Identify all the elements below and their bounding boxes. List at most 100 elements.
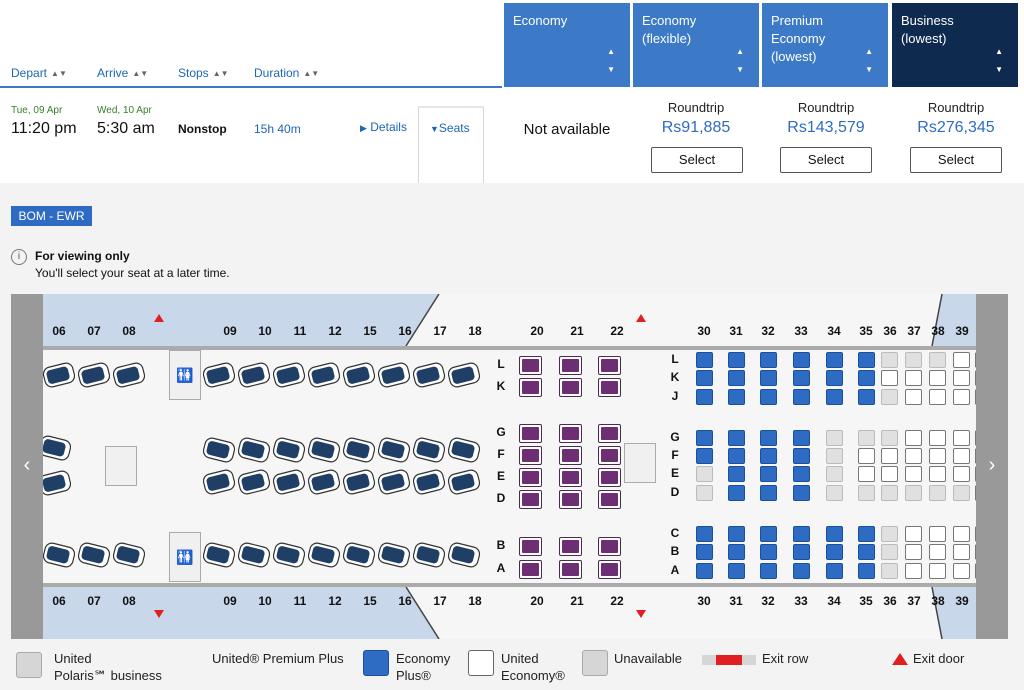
economy-plus-seat[interactable] bbox=[760, 485, 777, 501]
polaris-seat[interactable] bbox=[343, 362, 375, 388]
polaris-seat[interactable] bbox=[448, 362, 480, 388]
premium-plus-seat[interactable] bbox=[598, 424, 621, 443]
economy-plus-seat[interactable] bbox=[793, 448, 810, 464]
economy-plus-seat[interactable] bbox=[793, 563, 810, 579]
premium-plus-seat[interactable] bbox=[519, 468, 542, 487]
polaris-seat[interactable] bbox=[273, 469, 305, 495]
economy-plus-seat[interactable] bbox=[696, 352, 713, 368]
premium-plus-seat[interactable] bbox=[559, 424, 582, 443]
sort-stops[interactable]: Stops ▲▼ bbox=[178, 66, 229, 80]
economy-plus-seat[interactable] bbox=[826, 389, 843, 405]
polaris-seat[interactable] bbox=[203, 362, 235, 388]
economy-plus-seat[interactable] bbox=[728, 430, 745, 446]
premium-plus-seat[interactable] bbox=[598, 468, 621, 487]
polaris-seat[interactable] bbox=[113, 542, 145, 568]
economy-plus-seat[interactable] bbox=[760, 370, 777, 386]
economy-plus-seat[interactable] bbox=[793, 430, 810, 446]
polaris-seat[interactable] bbox=[39, 470, 71, 496]
premium-plus-seat[interactable] bbox=[559, 560, 582, 579]
fare-column-business[interactable]: Business (lowest) ▲ ▼ bbox=[892, 3, 1018, 87]
economy-plus-seat[interactable] bbox=[728, 526, 745, 542]
economy-plus-seat[interactable] bbox=[793, 485, 810, 501]
premium-plus-seat[interactable] bbox=[519, 424, 542, 443]
economy-plus-seat[interactable] bbox=[858, 563, 875, 579]
economy-plus-seat[interactable] bbox=[728, 370, 745, 386]
economy-plus-seat[interactable] bbox=[760, 389, 777, 405]
fare-column-premium-economy[interactable]: Premium Economy (lowest) ▲ ▼ bbox=[762, 3, 888, 87]
premium-plus-seat[interactable] bbox=[559, 356, 582, 375]
polaris-seat[interactable] bbox=[203, 542, 235, 568]
polaris-seat[interactable] bbox=[203, 469, 235, 495]
economy-seat[interactable] bbox=[858, 466, 875, 482]
economy-seat[interactable] bbox=[929, 448, 946, 464]
polaris-seat[interactable] bbox=[43, 362, 75, 388]
premium-plus-seat[interactable] bbox=[559, 378, 582, 397]
fare-column-economy-flexible[interactable]: Economy (flexible) ▲ ▼ bbox=[633, 3, 759, 87]
premium-plus-seat[interactable] bbox=[519, 378, 542, 397]
economy-plus-seat[interactable] bbox=[793, 370, 810, 386]
premium-plus-seat[interactable] bbox=[559, 468, 582, 487]
polaris-seat[interactable] bbox=[448, 542, 480, 568]
polaris-seat[interactable] bbox=[238, 362, 270, 388]
economy-plus-seat[interactable] bbox=[696, 370, 713, 386]
economy-seat[interactable] bbox=[905, 448, 922, 464]
economy-seat[interactable] bbox=[905, 544, 922, 560]
polaris-seat[interactable] bbox=[378, 542, 410, 568]
economy-plus-seat[interactable] bbox=[858, 389, 875, 405]
polaris-seat[interactable] bbox=[43, 542, 75, 568]
polaris-seat[interactable] bbox=[378, 362, 410, 388]
premium-plus-seat[interactable] bbox=[559, 490, 582, 509]
economy-plus-seat[interactable] bbox=[858, 370, 875, 386]
polaris-seat[interactable] bbox=[273, 542, 305, 568]
economy-plus-seat[interactable] bbox=[760, 352, 777, 368]
sort-arrive[interactable]: Arrive ▲▼ bbox=[97, 66, 148, 80]
polaris-seat[interactable] bbox=[308, 437, 340, 463]
economy-seat[interactable] bbox=[905, 389, 922, 405]
economy-plus-seat[interactable] bbox=[728, 563, 745, 579]
polaris-seat[interactable] bbox=[308, 542, 340, 568]
details-link[interactable]: ▶ Details bbox=[360, 120, 407, 134]
economy-plus-seat[interactable] bbox=[858, 352, 875, 368]
premium-plus-seat[interactable] bbox=[559, 446, 582, 465]
premium-plus-seat[interactable] bbox=[598, 537, 621, 556]
select-button[interactable]: Select bbox=[651, 147, 743, 173]
premium-plus-seat[interactable] bbox=[519, 446, 542, 465]
premium-plus-seat[interactable] bbox=[598, 560, 621, 579]
polaris-seat[interactable] bbox=[343, 469, 375, 495]
economy-plus-seat[interactable] bbox=[760, 544, 777, 560]
economy-plus-seat[interactable] bbox=[760, 563, 777, 579]
economy-seat[interactable] bbox=[881, 448, 898, 464]
economy-plus-seat[interactable] bbox=[696, 430, 713, 446]
economy-seat[interactable] bbox=[953, 466, 970, 482]
economy-seat[interactable] bbox=[929, 430, 946, 446]
economy-plus-seat[interactable] bbox=[793, 544, 810, 560]
polaris-seat[interactable] bbox=[413, 469, 445, 495]
economy-seat[interactable] bbox=[905, 370, 922, 386]
economy-seat[interactable] bbox=[929, 370, 946, 386]
economy-seat[interactable] bbox=[953, 430, 970, 446]
economy-plus-seat[interactable] bbox=[696, 448, 713, 464]
economy-seat[interactable] bbox=[953, 352, 970, 368]
economy-seat[interactable] bbox=[953, 563, 970, 579]
economy-plus-seat[interactable] bbox=[728, 352, 745, 368]
polaris-seat[interactable] bbox=[413, 362, 445, 388]
economy-seat[interactable] bbox=[953, 370, 970, 386]
polaris-seat[interactable] bbox=[238, 437, 270, 463]
polaris-seat[interactable] bbox=[273, 437, 305, 463]
economy-plus-seat[interactable] bbox=[793, 466, 810, 482]
economy-seat[interactable] bbox=[953, 544, 970, 560]
economy-plus-seat[interactable] bbox=[858, 544, 875, 560]
economy-seat[interactable] bbox=[929, 526, 946, 542]
polaris-seat[interactable] bbox=[343, 542, 375, 568]
sort-depart[interactable]: Depart ▲▼ bbox=[11, 66, 67, 80]
economy-plus-seat[interactable] bbox=[826, 526, 843, 542]
economy-seat[interactable] bbox=[929, 389, 946, 405]
polaris-seat[interactable] bbox=[448, 437, 480, 463]
premium-plus-seat[interactable] bbox=[519, 537, 542, 556]
premium-plus-seat[interactable] bbox=[559, 537, 582, 556]
premium-plus-seat[interactable] bbox=[519, 490, 542, 509]
economy-seat[interactable] bbox=[953, 389, 970, 405]
seats-tab[interactable]: ▼Seats bbox=[418, 106, 484, 184]
polaris-seat[interactable] bbox=[343, 437, 375, 463]
economy-plus-seat[interactable] bbox=[696, 389, 713, 405]
